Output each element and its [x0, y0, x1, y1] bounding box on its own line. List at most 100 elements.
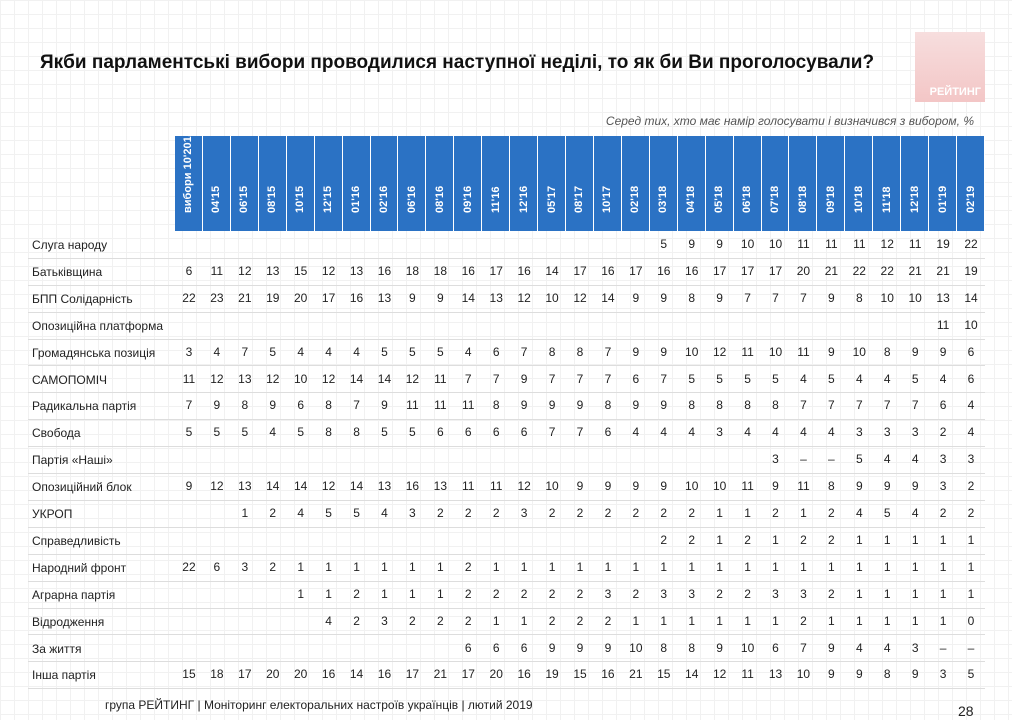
- cell: 2: [520, 586, 528, 601]
- column-label: 10'17: [601, 185, 614, 213]
- cell: 1: [297, 559, 305, 574]
- cell: 9: [576, 640, 584, 655]
- column-header: 01'19: [929, 136, 958, 231]
- cell: 14: [601, 290, 615, 305]
- cell: 4: [353, 344, 360, 359]
- cell: 2: [269, 506, 277, 520]
- cell: 10: [768, 237, 783, 251]
- cell: 15: [657, 667, 671, 682]
- cell: 16: [657, 263, 671, 278]
- cell: 5: [381, 344, 388, 359]
- cell: 17: [321, 290, 336, 305]
- column-label: 04'18: [685, 185, 698, 213]
- cell: 1: [688, 613, 696, 628]
- column-header: 01'16: [342, 136, 371, 231]
- cell: 21: [908, 263, 922, 278]
- cell: 1: [381, 559, 388, 574]
- cell: 4: [828, 425, 835, 440]
- cell: 7: [855, 398, 863, 413]
- cell: 6: [520, 640, 528, 655]
- row-divider: [28, 258, 985, 286]
- cell: 16: [517, 263, 531, 278]
- cell: 10: [852, 344, 866, 359]
- cell: 17: [712, 263, 727, 278]
- cell: 12: [517, 290, 531, 305]
- cell: 6: [297, 398, 305, 413]
- cell: 14: [545, 263, 559, 278]
- cell: 2: [744, 532, 751, 547]
- row-divider: [28, 312, 985, 340]
- cell: 5: [213, 425, 221, 440]
- cell: 12: [517, 479, 531, 494]
- cell: 4: [688, 425, 696, 440]
- cell: 19: [936, 237, 950, 251]
- cell: 5: [660, 237, 668, 251]
- cell: 1: [660, 559, 668, 574]
- cell: 4: [213, 344, 221, 359]
- cell: 4: [297, 506, 305, 520]
- row-divider: [28, 527, 985, 555]
- cell: 7: [604, 371, 612, 386]
- column-header: 07'18: [761, 136, 790, 231]
- cell: 21: [936, 263, 950, 278]
- cell: 4: [855, 640, 863, 655]
- cell: 18: [405, 263, 420, 278]
- cell: 1: [744, 506, 751, 520]
- cell: 4: [744, 425, 751, 440]
- cell: 14: [349, 667, 364, 682]
- cell: 7: [744, 290, 751, 305]
- cell: 9: [828, 667, 835, 682]
- cell: 8: [548, 344, 556, 359]
- cell: 9: [716, 237, 723, 251]
- cell: 2: [548, 506, 556, 520]
- cell: 1: [883, 613, 891, 628]
- cell: 2: [436, 506, 444, 520]
- cell: 9: [660, 344, 668, 359]
- cell: 14: [294, 479, 308, 494]
- row-label: Громадянська позиція: [32, 345, 156, 360]
- row-label: Опозиційна платформа: [32, 318, 164, 333]
- cell: 20: [294, 290, 308, 305]
- cell: 5: [744, 371, 751, 386]
- cell: 1: [409, 559, 416, 574]
- cell: 4: [911, 452, 919, 467]
- cell: 1: [967, 532, 975, 547]
- cell: 11: [182, 371, 196, 386]
- cell: 20: [266, 667, 280, 682]
- cell: 15: [573, 667, 587, 682]
- cell: 13: [238, 479, 252, 494]
- cell: 1: [939, 532, 947, 547]
- cell: 1: [772, 559, 779, 574]
- cell: 10: [545, 290, 559, 305]
- cell: 9: [772, 479, 779, 494]
- cell: 21: [824, 263, 839, 278]
- cell: 8: [716, 398, 723, 413]
- cell: 3: [772, 452, 779, 467]
- row-label: УКРОП: [32, 507, 73, 521]
- cell: 8: [855, 290, 863, 305]
- cell: 22: [182, 290, 196, 305]
- cell: 1: [911, 532, 919, 547]
- column-label: 02'16: [377, 185, 390, 213]
- column-label: 11'18: [880, 186, 893, 213]
- cell: 6: [436, 425, 444, 440]
- cell: 6: [492, 640, 500, 655]
- cell: 4: [325, 613, 332, 628]
- cell: 8: [688, 290, 696, 305]
- cell: 15: [182, 667, 196, 682]
- cell: 9: [855, 479, 863, 494]
- cell: 5: [436, 344, 444, 359]
- cell: 2: [688, 532, 696, 547]
- cell: 7: [548, 425, 556, 440]
- column-label: 09'16: [461, 185, 474, 213]
- cell: 1: [772, 532, 779, 547]
- cell: 9: [660, 290, 668, 305]
- cell: 10: [740, 640, 755, 655]
- cell: 9: [716, 640, 723, 655]
- cell: 2: [967, 506, 975, 520]
- cell: 3: [716, 425, 723, 440]
- cell: 2: [939, 506, 947, 520]
- cell: 5: [911, 371, 919, 386]
- cell: 9: [185, 479, 193, 494]
- cell: 7: [604, 344, 612, 359]
